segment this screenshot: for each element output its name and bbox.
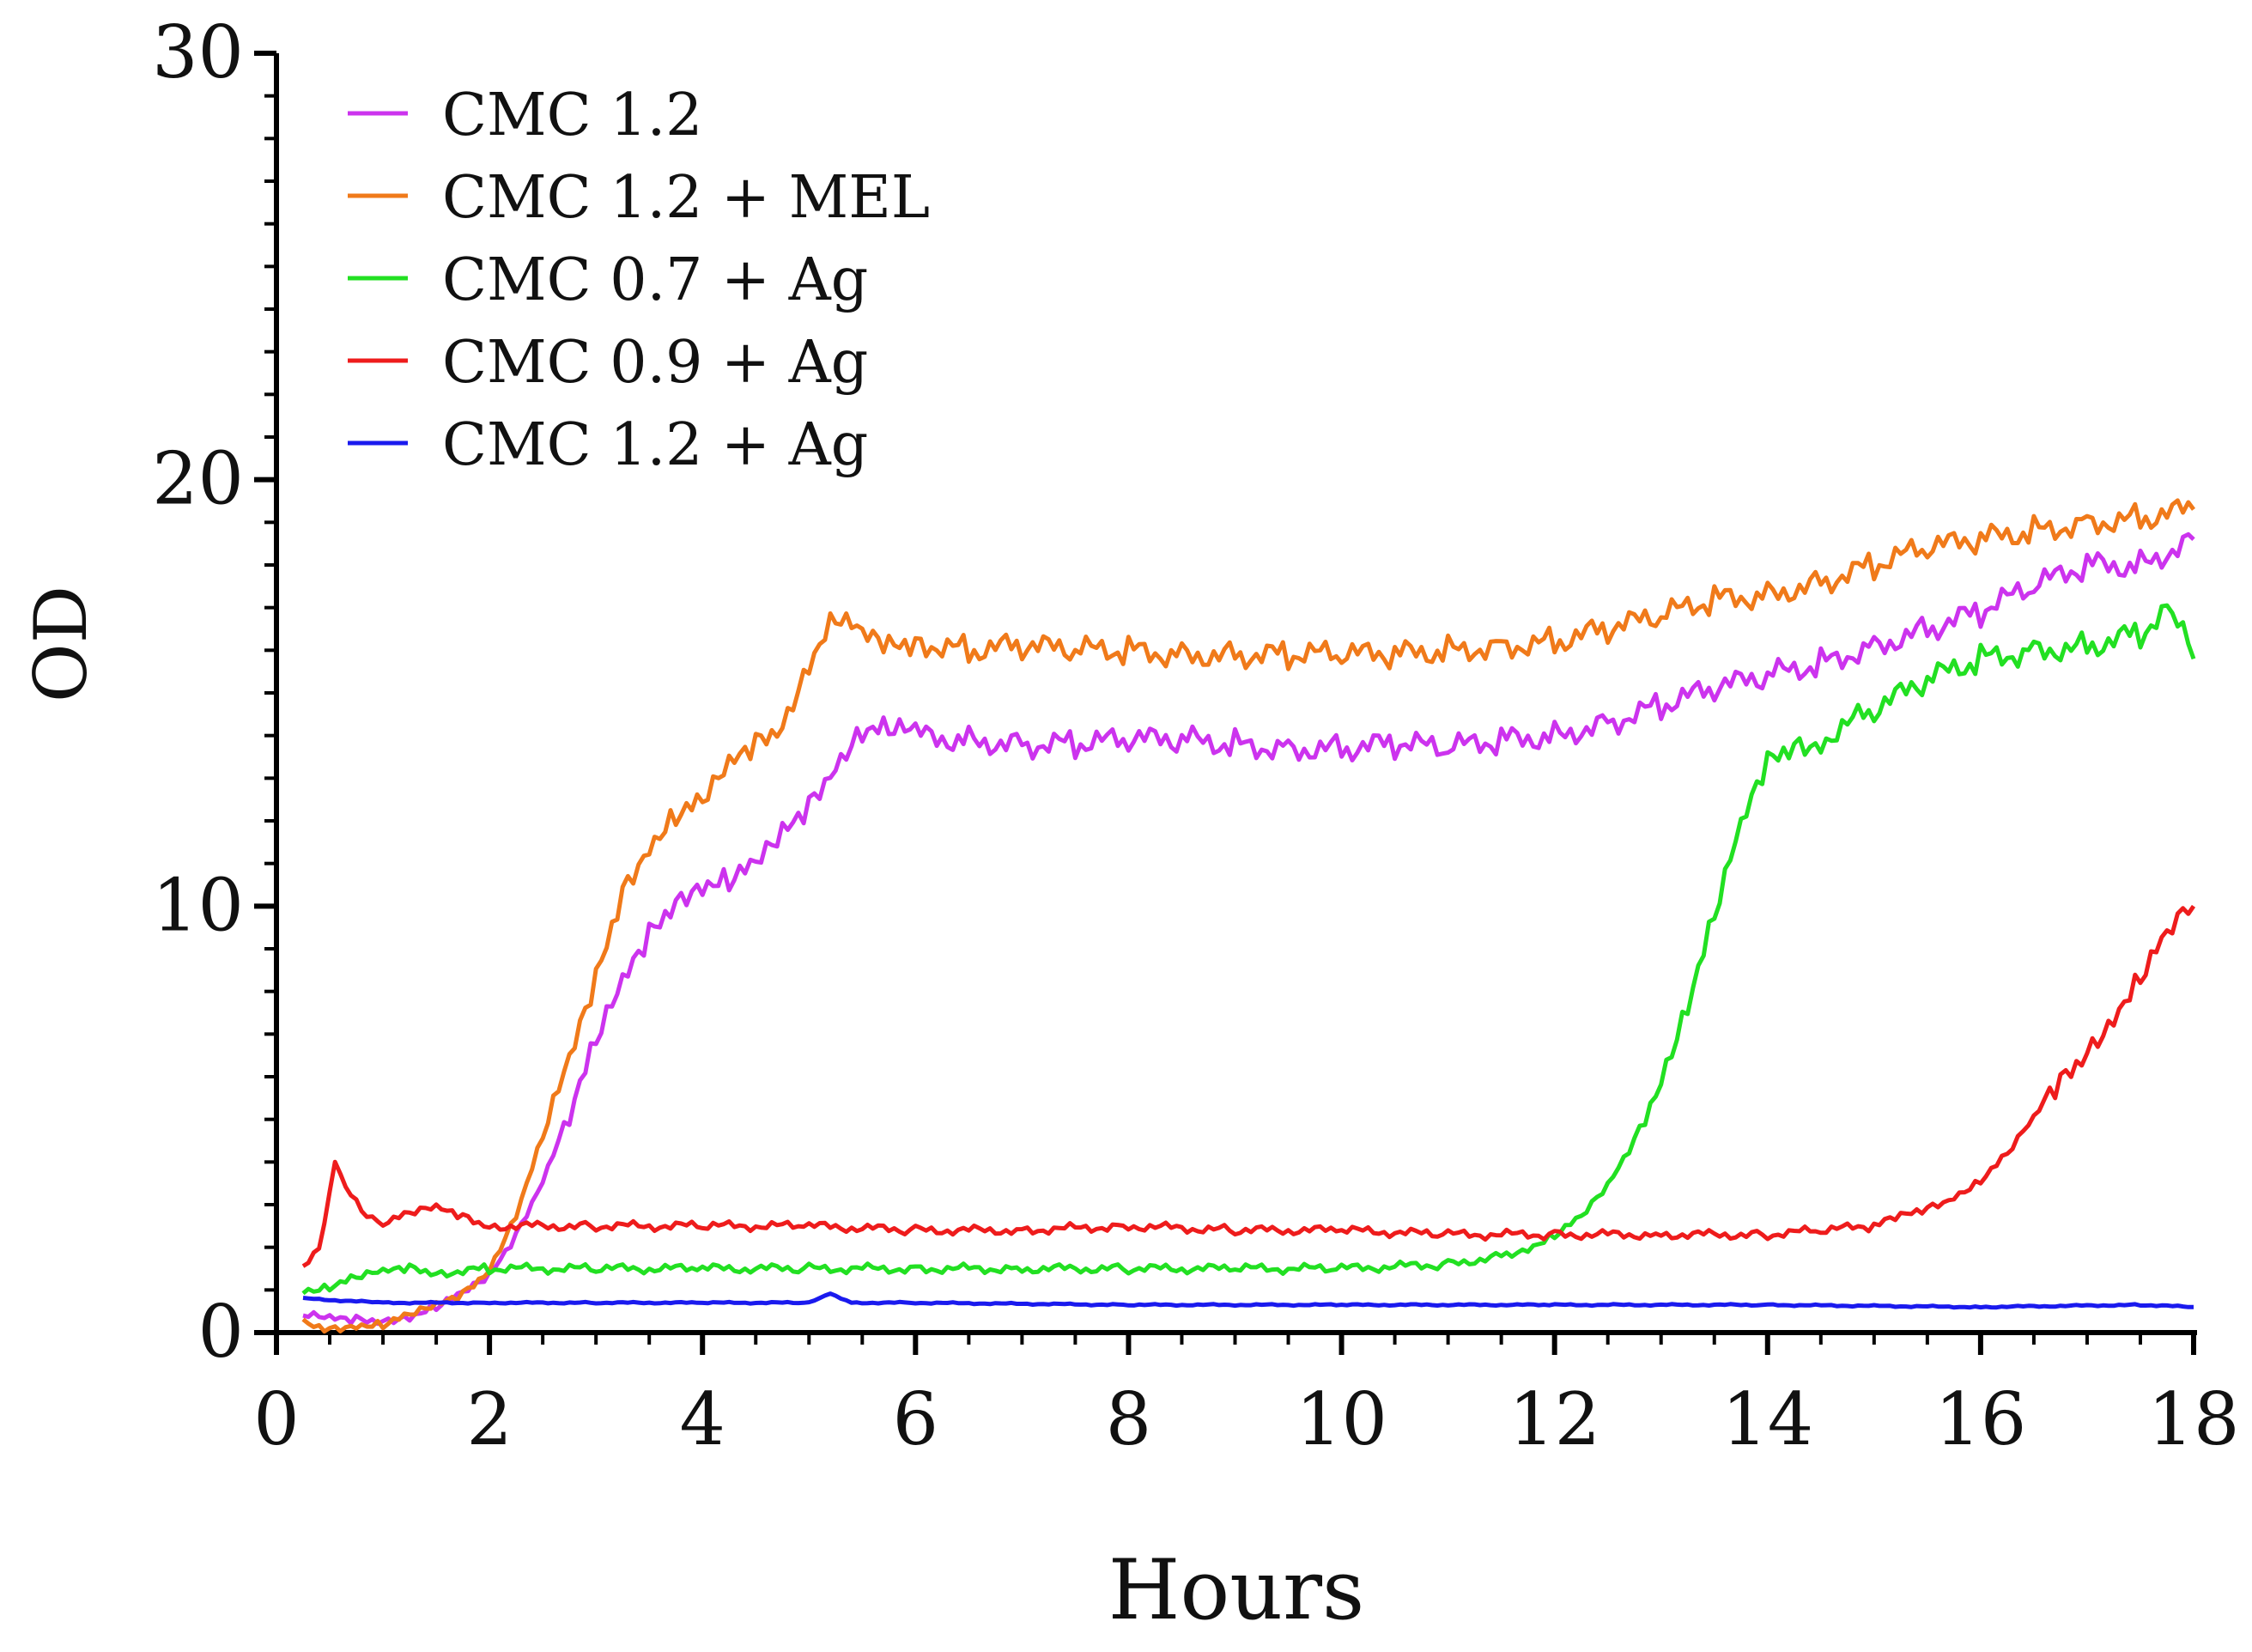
x-tick-label: 16 xyxy=(1934,1377,2026,1461)
series-layer xyxy=(301,498,2196,1334)
legend: CMC 1.2 CMC 1.2 + MEL CMC 0.7 + Ag CMC 0.9 … xyxy=(348,82,930,479)
series-line-2 xyxy=(301,498,2196,1334)
legend-label-3: CMC 0.7 + Ag xyxy=(442,246,868,314)
legend-label-1: CMC 1.2 xyxy=(442,82,702,149)
legend-label-2: CMC 1.2 + MEL xyxy=(442,164,930,232)
x-tick-label: 12 xyxy=(1508,1377,1600,1461)
x-tick-label: 0 xyxy=(253,1377,299,1461)
y-tick-label: 0 xyxy=(198,1290,244,1374)
series-line-3 xyxy=(301,603,2196,1296)
x-tick-label: 4 xyxy=(679,1377,725,1461)
x-tick-label: 8 xyxy=(1106,1377,1151,1461)
y-tick-label: 30 xyxy=(152,10,244,94)
series-line-1 xyxy=(302,531,2195,1327)
axes-layer: 0 10 20 30 0 2 4 6 8 10 12 14 16 18 xyxy=(152,10,2239,1461)
x-tick-label: 2 xyxy=(466,1377,512,1461)
series-line-5 xyxy=(302,1291,2194,1310)
y-tick-label: 20 xyxy=(152,437,244,521)
x-tick-label: 18 xyxy=(2148,1377,2240,1461)
x-tick-label: 14 xyxy=(1721,1377,1813,1461)
y-tick-label: 10 xyxy=(152,863,244,947)
x-axis-label: Hours xyxy=(1108,1542,1365,1638)
x-tick-label: 10 xyxy=(1296,1377,1387,1461)
legend-label-4: CMC 0.9 + Ag xyxy=(442,329,868,397)
legend-label-5: CMC 1.2 + Ag xyxy=(442,411,868,479)
y-axis-label: OD xyxy=(19,586,103,702)
series-line-4 xyxy=(301,904,2196,1268)
x-tick-label: 6 xyxy=(893,1377,938,1461)
